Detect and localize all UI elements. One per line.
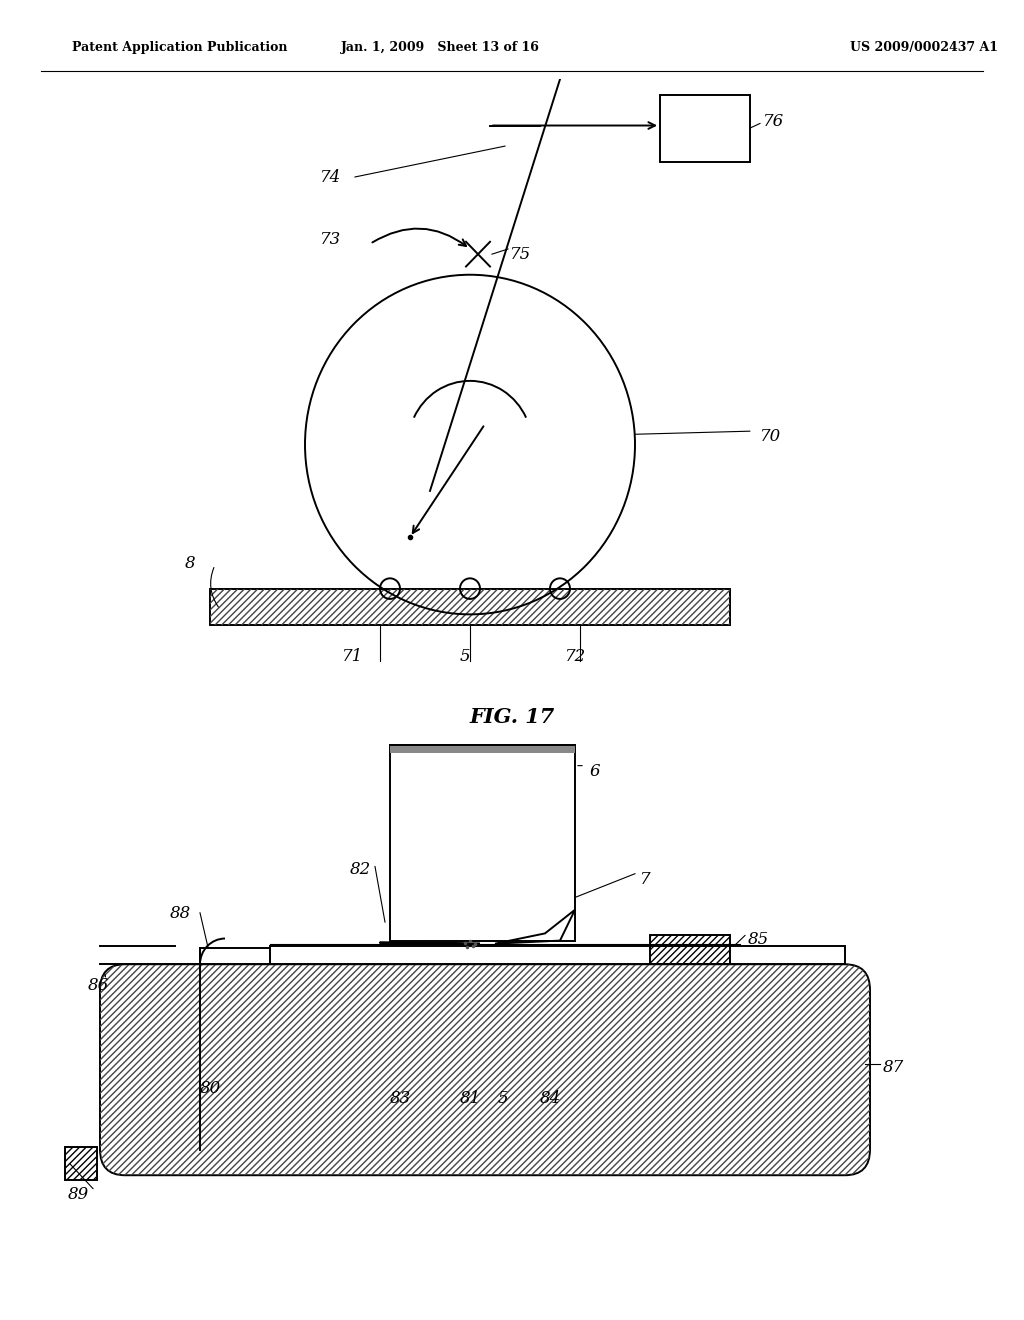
Text: Jan. 1, 2009   Sheet 13 of 16: Jan. 1, 2009 Sheet 13 of 16 — [341, 41, 540, 54]
Bar — [660, 95, 750, 161]
Bar — [270, 945, 845, 965]
Text: 75: 75 — [510, 247, 531, 263]
Bar — [390, 744, 575, 754]
Text: 73: 73 — [319, 231, 341, 248]
Bar — [650, 936, 730, 965]
Bar — [210, 589, 730, 624]
Text: 89: 89 — [68, 1185, 89, 1203]
Text: 74: 74 — [319, 169, 341, 186]
Text: 72: 72 — [565, 648, 587, 665]
Text: 8: 8 — [185, 554, 196, 572]
Bar — [65, 1147, 97, 1180]
Text: 83: 83 — [390, 1090, 412, 1107]
Text: 5: 5 — [460, 648, 471, 665]
Text: 87: 87 — [883, 1060, 904, 1076]
Text: US 2009/0002437 A1: US 2009/0002437 A1 — [850, 41, 998, 54]
Text: 70: 70 — [760, 429, 781, 445]
Text: FIG. 17: FIG. 17 — [469, 708, 555, 727]
Text: 6: 6 — [590, 763, 601, 780]
Text: 71: 71 — [342, 648, 364, 665]
Text: 7: 7 — [640, 871, 650, 888]
Text: 80: 80 — [200, 1080, 221, 1097]
Text: 86: 86 — [88, 977, 110, 994]
Text: 5: 5 — [498, 1090, 509, 1107]
Bar — [200, 948, 270, 965]
Text: 82: 82 — [350, 861, 372, 878]
Text: 84: 84 — [540, 1090, 561, 1107]
Bar — [210, 589, 730, 624]
Text: 8: 8 — [548, 902, 559, 919]
Text: 76: 76 — [763, 112, 784, 129]
Bar — [390, 744, 575, 941]
FancyBboxPatch shape — [100, 965, 870, 1175]
Text: 88: 88 — [170, 906, 191, 921]
Text: 85: 85 — [748, 931, 769, 948]
Text: Patent Application Publication: Patent Application Publication — [72, 41, 287, 54]
Text: 81: 81 — [460, 1090, 481, 1107]
